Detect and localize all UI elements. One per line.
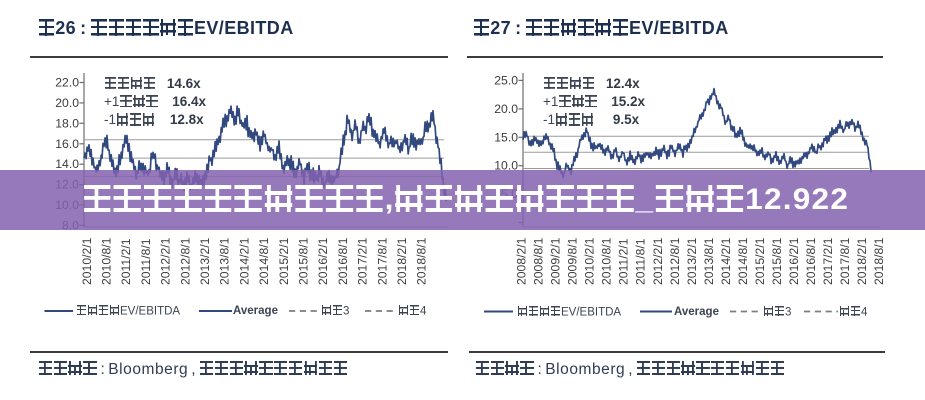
svg-text:2013/8/1: 2013/8/1 — [702, 237, 716, 285]
svg-text:2011/2/1: 2011/2/1 — [617, 238, 631, 285]
svg-text:2016/2/1: 2016/2/1 — [787, 237, 801, 285]
svg-text:2014/8/1: 2014/8/1 — [736, 237, 750, 285]
svg-text:2015/2/1: 2015/2/1 — [277, 237, 291, 285]
svg-text:15.0: 15.0 — [494, 130, 518, 144]
svg-text:18.0: 18.0 — [55, 116, 79, 130]
svg-text:2017/8/1: 2017/8/1 — [838, 237, 852, 285]
svg-text:2011/8/1: 2011/8/1 — [634, 238, 648, 285]
svg-text:2012/8/1: 2012/8/1 — [668, 237, 682, 285]
svg-text:2010/2/1: 2010/2/1 — [583, 237, 597, 285]
svg-text:2010/8/1: 2010/8/1 — [600, 237, 614, 285]
svg-text:2012/2/1: 2012/2/1 — [651, 237, 665, 285]
svg-text:14.0: 14.0 — [55, 157, 79, 171]
svg-text:2018/2/1: 2018/2/1 — [395, 237, 409, 285]
svg-text:2011/8/1: 2011/8/1 — [139, 238, 153, 285]
svg-text:2016/8/1: 2016/8/1 — [804, 237, 818, 285]
svg-text:2012/8/1: 2012/8/1 — [178, 237, 192, 285]
svg-text:2013/2/1: 2013/2/1 — [685, 237, 699, 285]
svg-text:2016/2/1: 2016/2/1 — [316, 237, 330, 285]
svg-text:2013/2/1: 2013/2/1 — [198, 237, 212, 285]
svg-text:2010/8/1: 2010/8/1 — [100, 237, 114, 285]
svg-text:2009/8/1: 2009/8/1 — [566, 237, 580, 285]
svg-text:2014/2/1: 2014/2/1 — [719, 237, 733, 285]
svg-text:2008/2/1: 2008/2/1 — [515, 237, 529, 285]
svg-text:2017/8/1: 2017/8/1 — [375, 237, 389, 285]
svg-text:2012/2/1: 2012/2/1 — [159, 237, 173, 285]
svg-text:2016/8/1: 2016/8/1 — [336, 237, 350, 285]
svg-text:2010/2/1: 2010/2/1 — [80, 237, 94, 285]
svg-text:25.0: 25.0 — [494, 73, 518, 87]
svg-text:2018/2/1: 2018/2/1 — [855, 237, 869, 285]
svg-text:2008/8/1: 2008/8/1 — [532, 237, 546, 285]
svg-text:2015/8/1: 2015/8/1 — [297, 237, 311, 285]
svg-text:20.0: 20.0 — [55, 96, 79, 110]
svg-text:2015/8/1: 2015/8/1 — [770, 237, 784, 285]
svg-text:22.0: 22.0 — [55, 76, 79, 90]
svg-text:2017/2/1: 2017/2/1 — [821, 237, 835, 285]
svg-text:2014/8/1: 2014/8/1 — [257, 237, 271, 285]
svg-text:16.0: 16.0 — [55, 137, 79, 151]
svg-text:2011/2/1: 2011/2/1 — [119, 238, 133, 285]
svg-text:2009/2/1: 2009/2/1 — [549, 237, 563, 285]
svg-text:2018/8/1: 2018/8/1 — [872, 237, 886, 285]
svg-text:2015/2/1: 2015/2/1 — [753, 237, 767, 285]
svg-text:2013/8/1: 2013/8/1 — [218, 237, 232, 285]
svg-text:2018/8/1: 2018/8/1 — [415, 237, 429, 285]
svg-text:2017/2/1: 2017/2/1 — [356, 237, 370, 285]
svg-text:10.0: 10.0 — [494, 159, 518, 173]
svg-text:2014/2/1: 2014/2/1 — [237, 237, 251, 285]
svg-text:20.0: 20.0 — [494, 102, 518, 116]
